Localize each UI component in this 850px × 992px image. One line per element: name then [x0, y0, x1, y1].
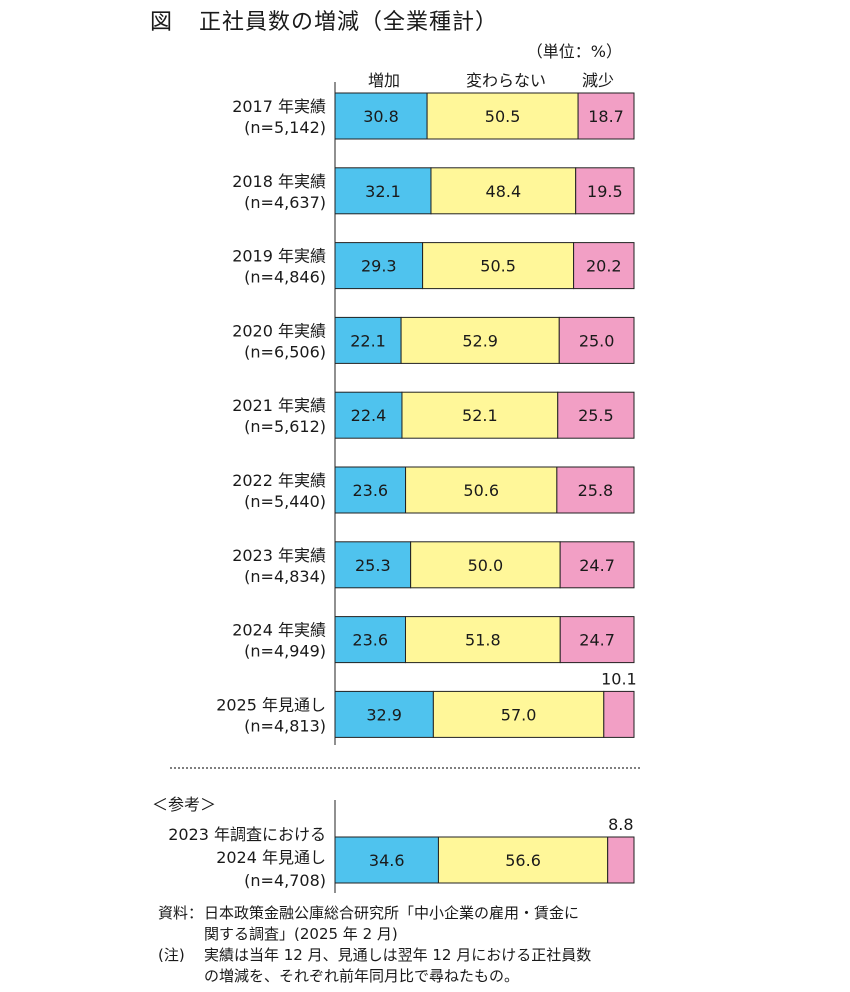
category-label-4: 2021 年実績 — [232, 396, 326, 415]
category-label-0: 2017 年実績 — [232, 97, 326, 116]
legend-label-0: 増加 — [368, 71, 400, 90]
bar-value-label-0-0: 30.8 — [363, 107, 399, 126]
bar-segment-1-1 — [430, 167, 577, 215]
bar-value-label-3-2: 25.0 — [579, 331, 615, 350]
category-label-5: 2022 年実績 — [232, 471, 326, 490]
reference-label-3: (n=4,708) — [244, 871, 326, 890]
bar-value-label-3-0: 22.1 — [350, 331, 386, 350]
bar-segment-0-1 — [426, 92, 579, 140]
bar-value-label-2-1: 50.5 — [480, 257, 516, 276]
bar-value-label-8-2: 10.1 — [601, 669, 637, 688]
bar-segment-2-1 — [422, 242, 575, 290]
bar-segment-5-2 — [556, 466, 635, 514]
category-count-7: (n=4,949) — [244, 642, 326, 661]
reference-bar-segment-0-2 — [607, 836, 635, 884]
legend-label-2: 減少 — [582, 71, 614, 90]
bar-segment-2-2 — [573, 242, 635, 290]
bar-segment-0-2 — [577, 92, 635, 140]
bar-value-label-1-1: 48.4 — [486, 182, 522, 201]
chart-title: 図正社員数の増減（全業種計） — [150, 4, 498, 36]
reference-bar-segment-0-1 — [437, 836, 609, 884]
bar-segment-8-2 — [603, 690, 635, 738]
category-label-7: 2024 年実績 — [232, 621, 326, 640]
bar-segment-4-1 — [401, 391, 559, 439]
bar-value-label-6-2: 24.7 — [579, 556, 615, 575]
bar-segment-6-2 — [559, 541, 635, 589]
source-head: 資料： — [158, 904, 204, 922]
bar-value-label-0-1: 50.5 — [485, 107, 521, 126]
category-count-1: (n=4,637) — [244, 193, 326, 212]
category-label-8: 2025 年見通し — [216, 695, 326, 714]
category-count-2: (n=4,846) — [244, 268, 326, 287]
source-text-2: 関する調査」(2025 年 2 月) — [204, 925, 398, 943]
title-text: 正社員数の増減（全業種計） — [199, 10, 499, 35]
bar-value-label-8-1: 57.0 — [501, 705, 537, 724]
bar-value-label-2-2: 20.2 — [586, 257, 622, 276]
bar-value-label-5-2: 25.8 — [578, 481, 614, 500]
source-text-1: 日本政策金融公庫総合研究所「中小企業の雇用・賃金に — [204, 904, 580, 922]
bar-segment-5-1 — [405, 466, 558, 514]
bar-value-label-4-1: 52.1 — [462, 406, 498, 425]
bar-value-label-1-2: 19.5 — [587, 182, 623, 201]
bar-segment-3-0 — [334, 316, 402, 364]
bar-segment-4-0 — [334, 391, 403, 439]
bar-segment-1-2 — [575, 167, 635, 215]
reference-bar-value-label-0-1: 56.6 — [505, 851, 541, 870]
bar-segment-7-1 — [404, 616, 561, 664]
reference-heading: ＜参考＞ — [152, 795, 216, 814]
reference-bar-segment-0-0 — [334, 836, 439, 884]
bar-value-label-5-0: 23.6 — [352, 481, 388, 500]
category-count-0: (n=5,142) — [244, 118, 326, 137]
bar-value-label-3-1: 52.9 — [462, 331, 498, 350]
bar-value-label-7-1: 51.8 — [465, 631, 501, 650]
stacked-bar-chart: 増加 変わらない 減少 2017 年実績 (n=5,142) 30.8 50.5 18.7 20… — [152, 71, 642, 893]
note-text-2: の増減を、それぞれ前年同月比で尋ねたもの。 — [204, 967, 520, 985]
category-label-6: 2023 年実績 — [232, 546, 326, 565]
reference-label-1: 2023 年調査における — [168, 825, 326, 844]
bar-value-label-0-2: 18.7 — [588, 107, 624, 126]
bar-segment-7-2 — [559, 616, 635, 664]
bar-value-label-4-0: 22.4 — [351, 406, 387, 425]
bar-value-label-8-0: 32.9 — [366, 705, 402, 724]
bar-segment-3-1 — [400, 316, 560, 364]
category-count-4: (n=5,612) — [244, 417, 326, 436]
bar-value-label-4-2: 25.5 — [578, 406, 614, 425]
bar-value-label-6-0: 25.3 — [355, 556, 391, 575]
category-label-1: 2018 年実績 — [232, 172, 326, 191]
legend-label-1: 変わらない — [466, 71, 546, 90]
reference-bar-value-label-0-0: 34.6 — [369, 851, 405, 870]
bar-segment-4-2 — [557, 391, 635, 439]
category-count-3: (n=6,506) — [244, 342, 326, 361]
bar-value-label-7-2: 24.7 — [579, 631, 615, 650]
reference-bar-value-label-0-2: 8.8 — [608, 815, 633, 834]
bar-value-label-1-0: 32.1 — [365, 182, 401, 201]
note-text-1: 実績は当年 12 月、見通しは翌年 12 月における正社員数 — [204, 946, 592, 964]
bar-value-label-2-0: 29.3 — [361, 257, 397, 276]
bar-value-label-5-1: 50.6 — [463, 481, 499, 500]
bar-segment-2-0 — [334, 242, 424, 290]
category-count-8: (n=4,813) — [244, 716, 326, 735]
unit-label: （単位：%） — [526, 42, 622, 61]
category-label-3: 2020 年実績 — [232, 321, 326, 340]
note-head: (注) — [158, 946, 185, 964]
bar-segment-3-2 — [558, 316, 635, 364]
bar-segment-0-0 — [334, 92, 428, 140]
bar-segment-8-1 — [432, 690, 605, 738]
footnotes: 資料：日本政策金融公庫総合研究所「中小企業の雇用・賃金に 関する調査」(2025… — [158, 903, 591, 987]
category-count-6: (n=4,834) — [244, 567, 326, 586]
category-count-5: (n=5,440) — [244, 492, 326, 511]
bar-value-label-6-1: 50.0 — [468, 556, 504, 575]
bar-segment-6-1 — [410, 541, 561, 589]
reference-label-2: 2024 年見通し — [216, 848, 326, 867]
figure-label: 図 — [150, 10, 174, 35]
category-label-2: 2019 年実績 — [232, 247, 326, 266]
bar-value-label-7-0: 23.6 — [352, 631, 388, 650]
